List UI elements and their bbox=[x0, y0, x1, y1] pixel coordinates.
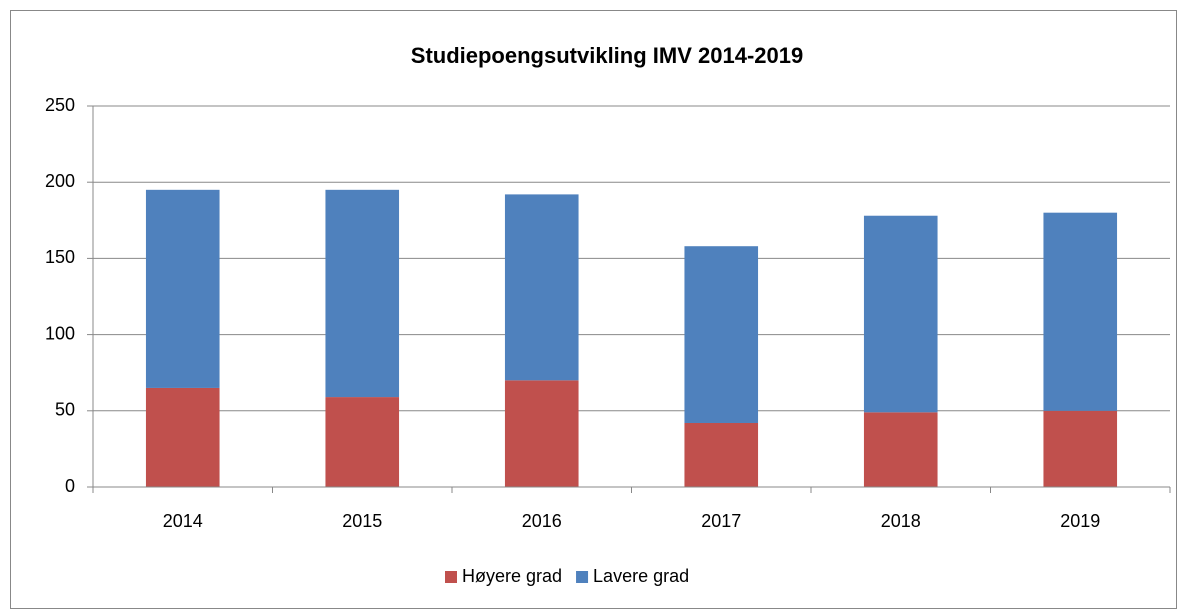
bar bbox=[684, 246, 759, 423]
y-tick-label: 50 bbox=[55, 400, 75, 420]
bar bbox=[684, 422, 759, 487]
bar bbox=[145, 387, 220, 487]
y-tick-label: 250 bbox=[45, 95, 75, 115]
bar bbox=[325, 397, 400, 487]
x-tick-label: 2015 bbox=[342, 511, 382, 531]
x-tick-label: 2019 bbox=[1060, 511, 1100, 531]
y-tick-label: 200 bbox=[45, 171, 75, 191]
legend-swatch bbox=[576, 571, 589, 583]
x-tick-label: 2014 bbox=[163, 511, 203, 531]
x-tick-label: 2018 bbox=[881, 511, 921, 531]
x-tick-label: 2017 bbox=[701, 511, 741, 531]
legend-swatch bbox=[445, 571, 457, 583]
y-tick-label: 150 bbox=[45, 247, 75, 267]
x-tick-label: 2016 bbox=[522, 511, 562, 531]
legend-label: Lavere grad bbox=[593, 566, 689, 586]
bar bbox=[325, 189, 400, 398]
bar bbox=[145, 189, 220, 388]
bar bbox=[1043, 212, 1118, 411]
bar bbox=[863, 412, 938, 487]
legend-label: Høyere grad bbox=[462, 566, 562, 586]
bar bbox=[504, 194, 579, 381]
y-tick-label: 0 bbox=[65, 476, 75, 496]
bar bbox=[1043, 410, 1118, 487]
y-tick-label: 100 bbox=[45, 323, 75, 343]
chart-title: Studiepoengsutvikling IMV 2014-2019 bbox=[411, 43, 803, 68]
bar bbox=[863, 215, 938, 413]
bar bbox=[504, 380, 579, 487]
